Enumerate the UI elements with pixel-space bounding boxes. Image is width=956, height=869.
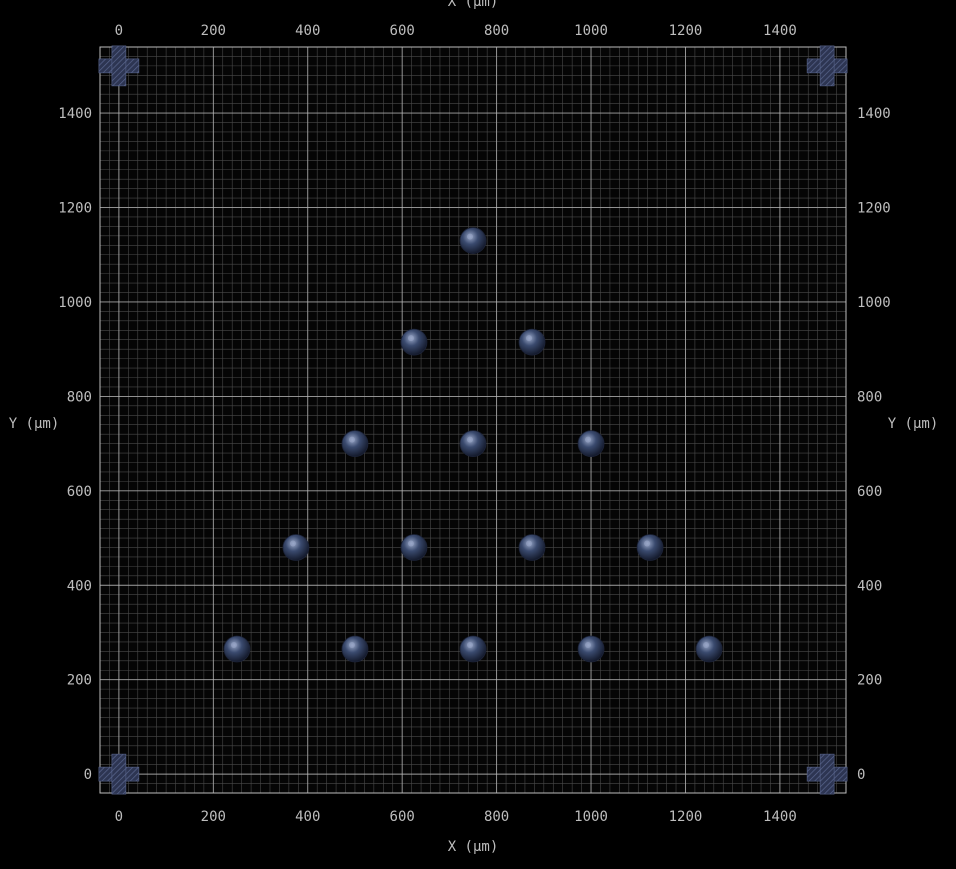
data-point-highlight [230, 641, 237, 648]
x-tick-label-bottom: 600 [390, 809, 415, 825]
x-tick-label-top: 1400 [763, 23, 797, 39]
fiducial-bar-vertical [819, 753, 835, 795]
y-tick-label-left: 1000 [58, 295, 92, 311]
x-tick-label-bottom: 1400 [763, 809, 797, 825]
data-point-highlight [467, 641, 473, 648]
data-point [518, 534, 546, 561]
x-tick-label-bottom: 1000 [574, 809, 608, 825]
data-point [636, 534, 664, 561]
data-point [341, 430, 369, 458]
data-point [577, 430, 605, 458]
x-tick-label-bottom: 1200 [669, 809, 703, 825]
data-point-sphere [636, 534, 664, 561]
data-point [518, 328, 546, 356]
y-axis-title-right: Y (µm) [888, 416, 939, 432]
y-axis-left-tick-labels: 0 200 400 600 800 1000 1200 1400 [58, 106, 92, 783]
data-point [695, 635, 723, 663]
fiducial-cross-marker [806, 753, 848, 795]
data-point-sphere [577, 635, 605, 663]
y-tick-label-left: 0 [84, 767, 92, 783]
y-axis-title-left: Y (µm) [9, 416, 60, 432]
data-point-highlight [526, 335, 533, 342]
data-point-highlight [467, 436, 473, 443]
x-tick-label-bottom: 400 [295, 809, 320, 825]
plot-frame [99, 46, 847, 794]
x-axis-top-tick-labels: 0 200 400 600 800 1000 1200 1400 [115, 23, 797, 39]
y-tick-label-left: 400 [67, 578, 92, 594]
x-tick-label-top: 200 [201, 23, 226, 39]
data-point [400, 534, 428, 561]
x-tick-label-top: 400 [295, 23, 320, 39]
y-tick-label-right: 400 [857, 578, 882, 594]
y-axis-right-tick-labels: 0 200 400 600 800 1000 1200 1400 [857, 106, 891, 783]
data-point-highlight [407, 335, 414, 342]
fiducial-cross-marker [98, 45, 140, 87]
y-tick-label-right: 200 [857, 673, 882, 689]
x-tick-label-top: 600 [390, 23, 415, 39]
data-point-sphere [518, 328, 546, 356]
data-point-sphere [459, 430, 487, 458]
data-point [577, 635, 605, 663]
fiducial-cross-marker [98, 753, 140, 795]
y-tick-label-right: 0 [857, 767, 865, 783]
x-tick-label-bottom: 200 [201, 809, 226, 825]
x-tick-label-top: 1200 [669, 23, 703, 39]
data-point [459, 635, 487, 663]
y-tick-label-right: 1000 [857, 295, 891, 311]
data-point-sphere [400, 328, 428, 356]
x-axis-title-bottom: X (µm) [448, 839, 499, 855]
y-tick-label-left: 200 [67, 673, 92, 689]
fiducial-cross-marker [806, 45, 848, 87]
y-tick-label-right: 600 [857, 484, 882, 500]
y-tick-label-left: 1200 [58, 201, 92, 217]
x-axis-bottom-tick-labels: 0 200 400 600 800 1000 1200 1400 [115, 809, 797, 825]
fiducial-markers [98, 45, 848, 795]
data-point-highlight [644, 540, 651, 547]
plot-area-background [100, 47, 846, 793]
data-point-highlight [348, 641, 355, 648]
data-point-sphere [577, 430, 605, 458]
fiducial-bar-vertical [111, 753, 127, 795]
y-tick-label-right: 1400 [857, 106, 891, 122]
y-tick-label-right: 1200 [857, 201, 891, 217]
data-point [459, 430, 487, 458]
data-point [341, 635, 369, 663]
data-point [282, 534, 310, 561]
data-point-sphere [518, 534, 546, 561]
y-tick-label-left: 800 [67, 389, 92, 405]
x-tick-label-bottom: 800 [484, 809, 509, 825]
data-point-highlight [348, 436, 355, 443]
y-tick-label-right: 800 [857, 389, 882, 405]
x-tick-label-bottom: 0 [115, 809, 123, 825]
data-point-highlight [467, 233, 473, 240]
data-point [459, 227, 487, 254]
x-tick-label-top: 0 [115, 23, 123, 39]
data-point-sphere [282, 534, 310, 561]
data-point-sphere [459, 227, 487, 254]
fiducial-bar-vertical [111, 45, 127, 87]
y-tick-label-left: 1400 [58, 106, 92, 122]
data-points [223, 227, 723, 663]
fiducial-bar-vertical [819, 45, 835, 87]
data-point-highlight [585, 641, 592, 648]
data-point-highlight [703, 641, 710, 648]
x-tick-label-top: 1000 [574, 23, 608, 39]
data-point-sphere [695, 635, 723, 663]
data-point-sphere [341, 635, 369, 663]
data-point-highlight [526, 540, 533, 547]
data-point-highlight [289, 540, 296, 547]
data-point-highlight [407, 540, 414, 547]
x-axis-title-top: X (µm) [448, 0, 499, 10]
data-point [223, 635, 251, 663]
major-grid [100, 47, 846, 793]
data-point-sphere [400, 534, 428, 561]
data-point-highlight [585, 436, 592, 443]
y-tick-label-left: 600 [67, 484, 92, 500]
data-point [400, 328, 428, 356]
data-point-sphere [459, 635, 487, 663]
data-point-sphere [341, 430, 369, 458]
x-tick-label-top: 800 [484, 23, 509, 39]
data-point-sphere [223, 635, 251, 663]
